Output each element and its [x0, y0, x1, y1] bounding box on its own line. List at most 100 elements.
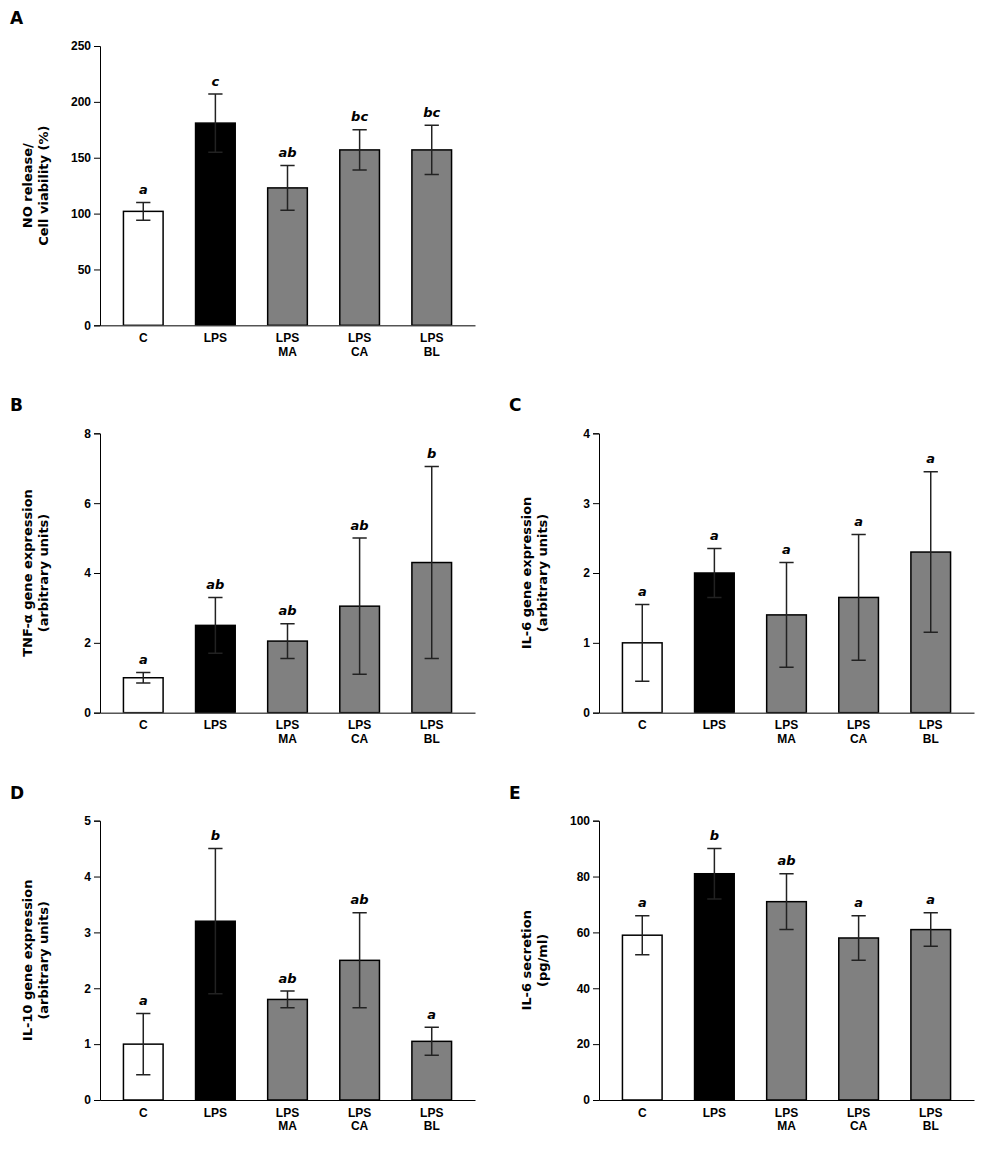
x-tick-label-line: C	[139, 718, 148, 732]
x-tick-label-line: C	[638, 718, 647, 732]
y-tick: 0	[84, 319, 100, 333]
x-tick-label-line: MA	[278, 345, 297, 359]
error-bar-line	[280, 624, 294, 659]
y-tick: 4	[84, 870, 100, 884]
significance-letter: a	[139, 182, 148, 197]
x-tick-label-line: LPS	[420, 718, 443, 732]
y-tick-mark	[94, 988, 100, 989]
x-tick: LPSCA	[348, 718, 371, 746]
x-tick-label: LPSCA	[348, 1106, 371, 1134]
y-tick-label: 0	[583, 1093, 590, 1107]
x-tick-label-line: CA	[850, 1119, 868, 1133]
y-tick: 100	[71, 207, 100, 221]
y-tick: 80	[577, 870, 599, 884]
y-tick-mark	[593, 932, 599, 933]
error-bar	[425, 467, 439, 659]
x-tick-label: LPSCA	[847, 1106, 870, 1134]
x-tick-label-line: MA	[278, 732, 297, 746]
bar	[123, 211, 163, 325]
significance-letter: a	[710, 528, 719, 543]
significance-letter: a	[926, 892, 935, 907]
x-tick-label-line: BL	[424, 732, 440, 746]
y-axis-line	[94, 434, 101, 713]
x-tick-label-line: LPS	[276, 718, 299, 732]
error-bar-line	[136, 202, 150, 220]
x-tick-label-line: BL	[424, 1119, 440, 1133]
y-tick: 0	[84, 1093, 100, 1107]
error-bar	[924, 913, 938, 947]
error-bar	[352, 913, 366, 1008]
bar	[412, 150, 452, 325]
y-tick-mark	[593, 988, 599, 989]
x-tick-label: C	[638, 1106, 647, 1120]
x-axis-line	[600, 713, 975, 714]
significance-letter: a	[427, 1007, 436, 1022]
error-bar-line	[280, 991, 294, 1008]
y-tick: 40	[577, 982, 599, 996]
y-tick-label: 100	[570, 814, 590, 828]
panel-title: C	[509, 395, 521, 415]
error-bar-line	[779, 874, 793, 930]
y-tick-label: 4	[583, 427, 590, 441]
error-bar-line	[208, 94, 222, 152]
bar	[695, 874, 735, 1100]
x-tick: LPSMA	[775, 718, 798, 746]
marks	[123, 467, 451, 713]
x-tick-label: LPSMA	[276, 331, 299, 359]
y-tick: 5	[84, 814, 100, 828]
y-tick-label: 150	[71, 151, 91, 165]
y-tick-mark	[94, 932, 100, 933]
y-tick: 0	[583, 1093, 599, 1107]
x-tick-label-line: C	[139, 331, 148, 345]
y-axis-title-line: Cell viability (%)	[36, 126, 51, 246]
x-tick-label-line: LPS	[204, 718, 227, 732]
error-bar	[208, 849, 222, 994]
x-tick-label-line: LPS	[847, 1106, 870, 1120]
significance-letter: a	[139, 993, 148, 1008]
x-tick: LPS	[703, 718, 726, 732]
significance-letter: ab	[351, 518, 369, 533]
y-tick-label: 40	[577, 982, 591, 996]
significance-letter: b	[710, 828, 719, 843]
y-tick-label: 6	[84, 497, 91, 511]
x-tick-label-line: LPS	[348, 331, 371, 345]
x-tick: LPSMA	[276, 718, 299, 746]
y-tick: 0	[583, 706, 599, 720]
x-tick-label-line: BL	[923, 732, 939, 746]
error-bar-line	[635, 604, 649, 681]
error-bar-line	[851, 916, 865, 961]
y-tick-label: 2	[84, 982, 91, 996]
error-bar-line	[352, 538, 366, 674]
x-tick-label-line: C	[139, 1106, 148, 1120]
y-axis: 012345	[84, 814, 100, 1107]
x-tick-label-line: LPS	[348, 1106, 371, 1120]
x-tick: LPSBL	[420, 718, 443, 746]
bar	[911, 930, 951, 1100]
x-tick: C	[139, 1106, 148, 1120]
y-axis: 01234	[583, 427, 599, 720]
error-bar	[280, 166, 294, 211]
y-tick: 20	[577, 1037, 599, 1051]
x-tick: LPSBL	[919, 718, 942, 746]
error-bar	[635, 604, 649, 681]
y-tick-mark	[94, 325, 100, 326]
error-bar-line	[280, 166, 294, 211]
error-bar	[352, 130, 366, 170]
x-tick-label: C	[139, 1106, 148, 1120]
y-axis-title-line: IL-10 gene expression	[20, 879, 35, 1041]
y-tick-mark	[94, 214, 100, 215]
y-tick-label: 0	[84, 706, 91, 720]
y-tick-mark	[94, 158, 100, 159]
y-axis-title-line: (pg/ml)	[535, 934, 550, 987]
y-tick: 2	[84, 982, 100, 996]
significance-letter: a	[926, 451, 935, 466]
significance-letter: ab	[351, 892, 369, 907]
y-tick-label: 8	[84, 427, 91, 441]
x-tick-label: LPSMA	[775, 1106, 798, 1134]
x-axis: CLPSLPSMALPSCALPSBL	[101, 1101, 476, 1134]
error-bar	[136, 1013, 150, 1074]
x-tick: LPSBL	[919, 1106, 942, 1134]
x-tick-label: LPSBL	[919, 718, 942, 746]
x-tick: LPSCA	[847, 1106, 870, 1134]
y-tick-label: 1	[583, 636, 590, 650]
